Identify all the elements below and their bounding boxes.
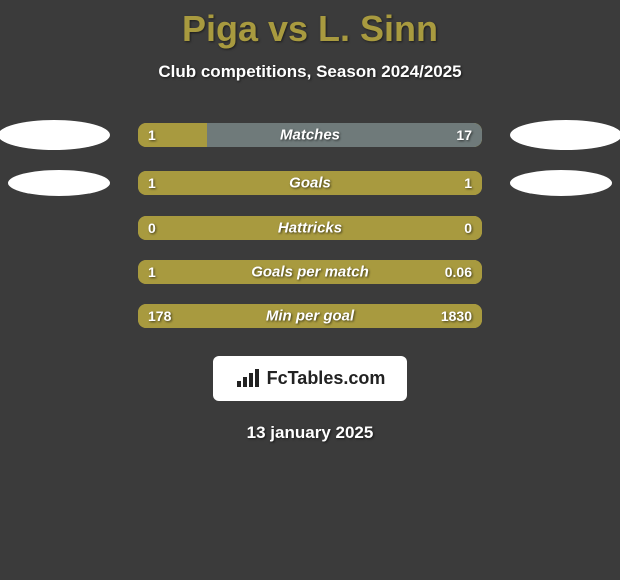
stat-bar: 1 1 Goals [138,171,482,195]
bars-icon [235,369,261,389]
player-left-shape [0,120,110,150]
stat-label: Min per goal [266,308,354,325]
source-badge: FcTables.com [213,356,408,401]
player-right-shape [510,170,612,196]
stat-bar: 1 17 Matches [138,123,482,147]
date-text: 13 january 2025 [0,423,620,443]
stat-value-left: 1 [148,127,156,143]
page-title: Piga vs L. Sinn [0,8,620,50]
stat-label: Hattricks [278,220,342,237]
stat-value-left: 0 [148,220,156,236]
source-label: FcTables.com [267,368,386,389]
stat-label: Matches [280,127,340,144]
stat-row: 178 1830 Min per goal [0,304,620,328]
subtitle: Club competitions, Season 2024/2025 [0,62,620,82]
stat-bar: 178 1830 Min per goal [138,304,482,328]
stat-row: 0 0 Hattricks [0,216,620,240]
stat-row: 1 0.06 Goals per match [0,260,620,284]
comparison-card: Piga vs L. Sinn Club competitions, Seaso… [0,0,620,443]
bar-right-fill [207,123,482,147]
stat-value-left: 1 [148,175,156,191]
stat-value-left: 178 [148,308,171,324]
stat-value-right: 0 [464,220,472,236]
stat-value-right: 17 [456,127,472,143]
stat-label: Goals per match [251,264,369,281]
stats-region: 1 17 Matches 1 1 Goals 0 0 Hattricks 1 0.06 Goals p… [0,120,620,328]
stat-row: 1 17 Matches [0,120,620,150]
stat-value-right: 1 [464,175,472,191]
stat-label: Goals [289,175,331,192]
stat-row: 1 1 Goals [0,170,620,196]
player-right-shape [510,120,620,150]
stat-value-right: 1830 [441,308,472,324]
stat-bar: 1 0.06 Goals per match [138,260,482,284]
stat-value-left: 1 [148,264,156,280]
stat-bar: 0 0 Hattricks [138,216,482,240]
player-left-shape [8,170,110,196]
stat-value-right: 0.06 [445,264,472,280]
